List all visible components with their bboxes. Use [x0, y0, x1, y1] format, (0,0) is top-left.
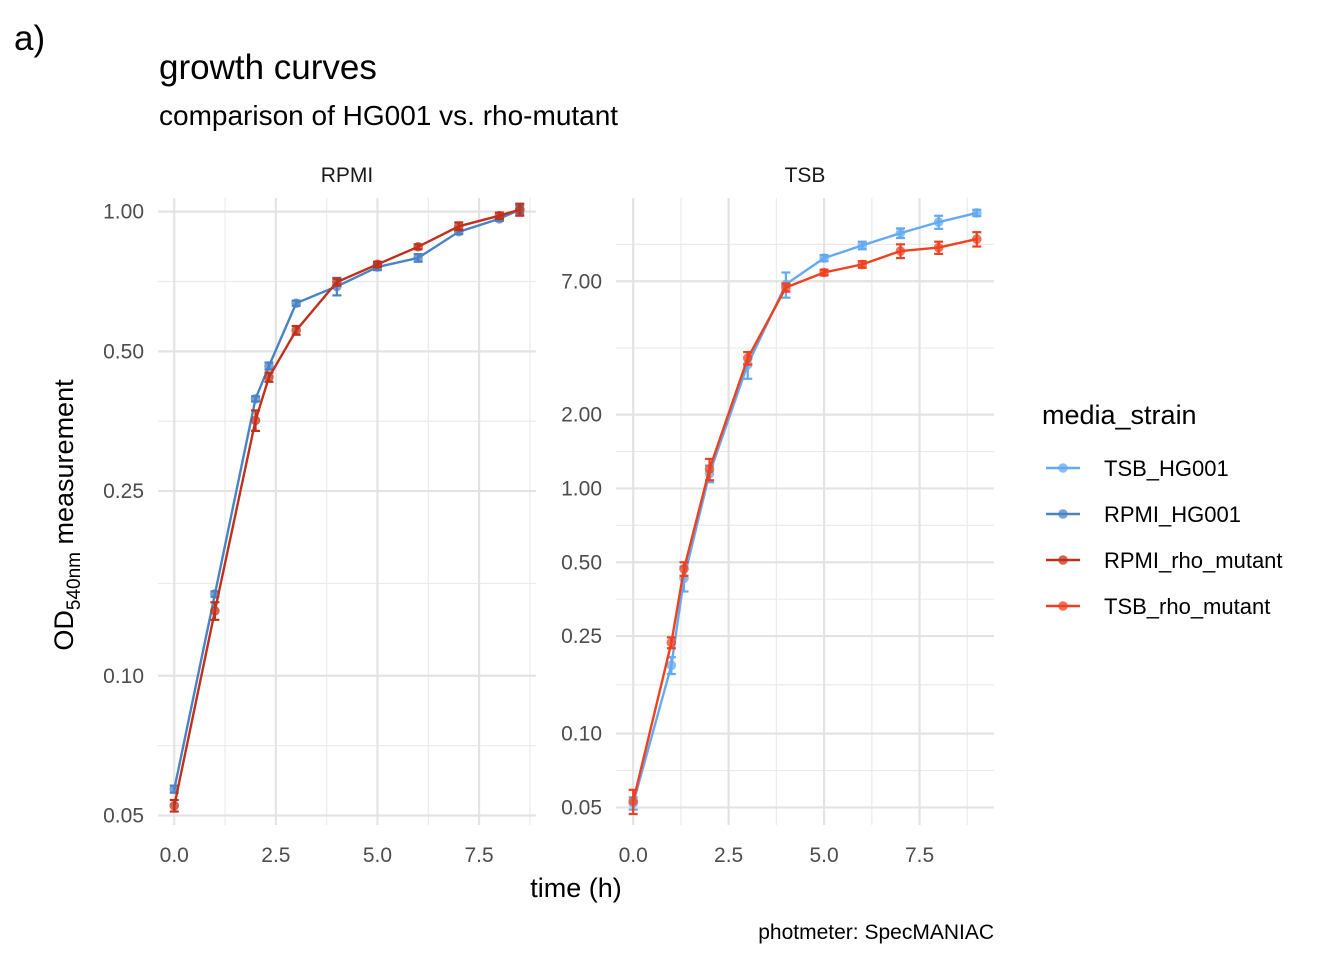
data-point	[291, 325, 301, 336]
data-point	[291, 298, 301, 308]
series-RPMI_rho_mutant	[169, 202, 525, 813]
data-point	[857, 259, 868, 270]
facet-strip-label: TSB	[785, 164, 826, 187]
data-point	[933, 242, 944, 253]
y-tick-label: 0.05	[561, 796, 602, 819]
data-point	[742, 353, 753, 363]
y-tick-label: 0.25	[561, 625, 602, 648]
y-tick-label: 0.25	[103, 480, 144, 503]
y-tick-label: 0.05	[103, 805, 144, 828]
figure-tag: a)	[14, 19, 45, 58]
series-line	[173, 208, 521, 790]
y-axis-title-rest: measurement	[49, 379, 79, 552]
legend-label: TSB_HG001	[1104, 456, 1229, 481]
legend-label: RPMI_rho_mutant	[1104, 548, 1283, 573]
x-tick-label: 0.0	[160, 844, 189, 867]
data-point	[666, 660, 677, 671]
y-tick-label: 1.00	[103, 201, 144, 224]
chart-title: growth curves	[159, 48, 377, 87]
data-point	[264, 372, 274, 382]
x-tick-label: 2.5	[261, 844, 290, 867]
facet-panel-rpmi: RPMI 0.0 2.5 5.0 7.5 0.05 0.10 0.25 0.50 1.00	[103, 164, 536, 867]
data-point	[514, 204, 525, 215]
chart-caption: photmeter: SpecMANIAC	[758, 921, 994, 944]
x-axis-title: time (h)	[530, 873, 622, 903]
legend-key-point	[1058, 509, 1068, 519]
data-point	[933, 217, 944, 227]
data-point	[494, 210, 505, 221]
data-point	[895, 228, 906, 238]
data-point	[413, 241, 423, 252]
x-tick-label: 0.0	[619, 844, 648, 867]
series-RPMI_HG001	[169, 204, 525, 794]
data-point	[972, 208, 982, 218]
series-TSB_rho_mutant	[628, 231, 982, 816]
data-point	[210, 606, 220, 616]
legend-entry: TSB_HG001	[1046, 456, 1229, 481]
facet-strip-label: RPMI	[321, 164, 374, 187]
chart-subtitle: comparison of HG001 vs. rho-mutant	[159, 100, 618, 131]
x-tick-label: 5.0	[809, 844, 838, 867]
data-point	[679, 564, 689, 574]
data-point	[857, 240, 868, 251]
legend-entry: RPMI_HG001	[1046, 502, 1241, 527]
x-tick-label: 5.0	[363, 844, 392, 867]
data-point	[372, 259, 383, 270]
data-point	[819, 253, 829, 263]
y-tick-label: 7.00	[561, 270, 602, 293]
data-point	[972, 234, 982, 244]
data-point	[332, 277, 342, 287]
legend-key-point	[1058, 601, 1068, 611]
legend-label: RPMI_HG001	[1104, 502, 1241, 527]
series-line	[173, 208, 521, 806]
legend: media_strain TSB_HG001 RPMI_HG001 RPMI_rho…	[1042, 400, 1283, 619]
data-point	[453, 221, 464, 232]
x-tick-label: 7.5	[464, 844, 493, 867]
y-tick-label: 0.50	[103, 340, 144, 363]
data-point	[250, 415, 261, 426]
series-line	[632, 211, 978, 804]
data-point	[250, 394, 261, 404]
data-point	[819, 267, 829, 278]
y-axis-title: OD540nm measurement	[49, 379, 85, 651]
legend-title: media_strain	[1042, 400, 1197, 430]
y-tick-label: 0.10	[103, 665, 144, 688]
series-line	[632, 237, 978, 802]
facet-panel-tsb: TSB 0.0 2.5 5.0 7.5 0.05 0.10 0.25 0.50 1.00 2.00 7…	[561, 164, 994, 867]
y-axis-title-subscript: 540nm	[64, 552, 85, 610]
legend-label: TSB_rho_mutant	[1104, 594, 1270, 619]
legend-key-point	[1058, 463, 1068, 473]
data-point	[781, 282, 791, 293]
data-point	[704, 464, 715, 474]
data-point	[264, 361, 274, 371]
data-point	[895, 246, 906, 256]
legend-entry: RPMI_rho_mutant	[1046, 548, 1283, 573]
data-point	[413, 253, 423, 263]
y-tick-label: 0.10	[561, 723, 602, 746]
data-point	[169, 800, 180, 811]
data-point	[628, 796, 638, 807]
data-point	[666, 637, 677, 648]
x-tick-label: 2.5	[714, 844, 743, 867]
y-axis-title-base: OD	[49, 610, 79, 651]
legend-entry: TSB_rho_mutant	[1046, 594, 1270, 619]
legend-key-point	[1058, 555, 1068, 565]
y-tick-label: 2.00	[561, 404, 602, 427]
y-tick-label: 1.00	[561, 477, 602, 500]
y-tick-label: 0.50	[561, 551, 602, 574]
x-tick-label: 7.5	[905, 844, 934, 867]
